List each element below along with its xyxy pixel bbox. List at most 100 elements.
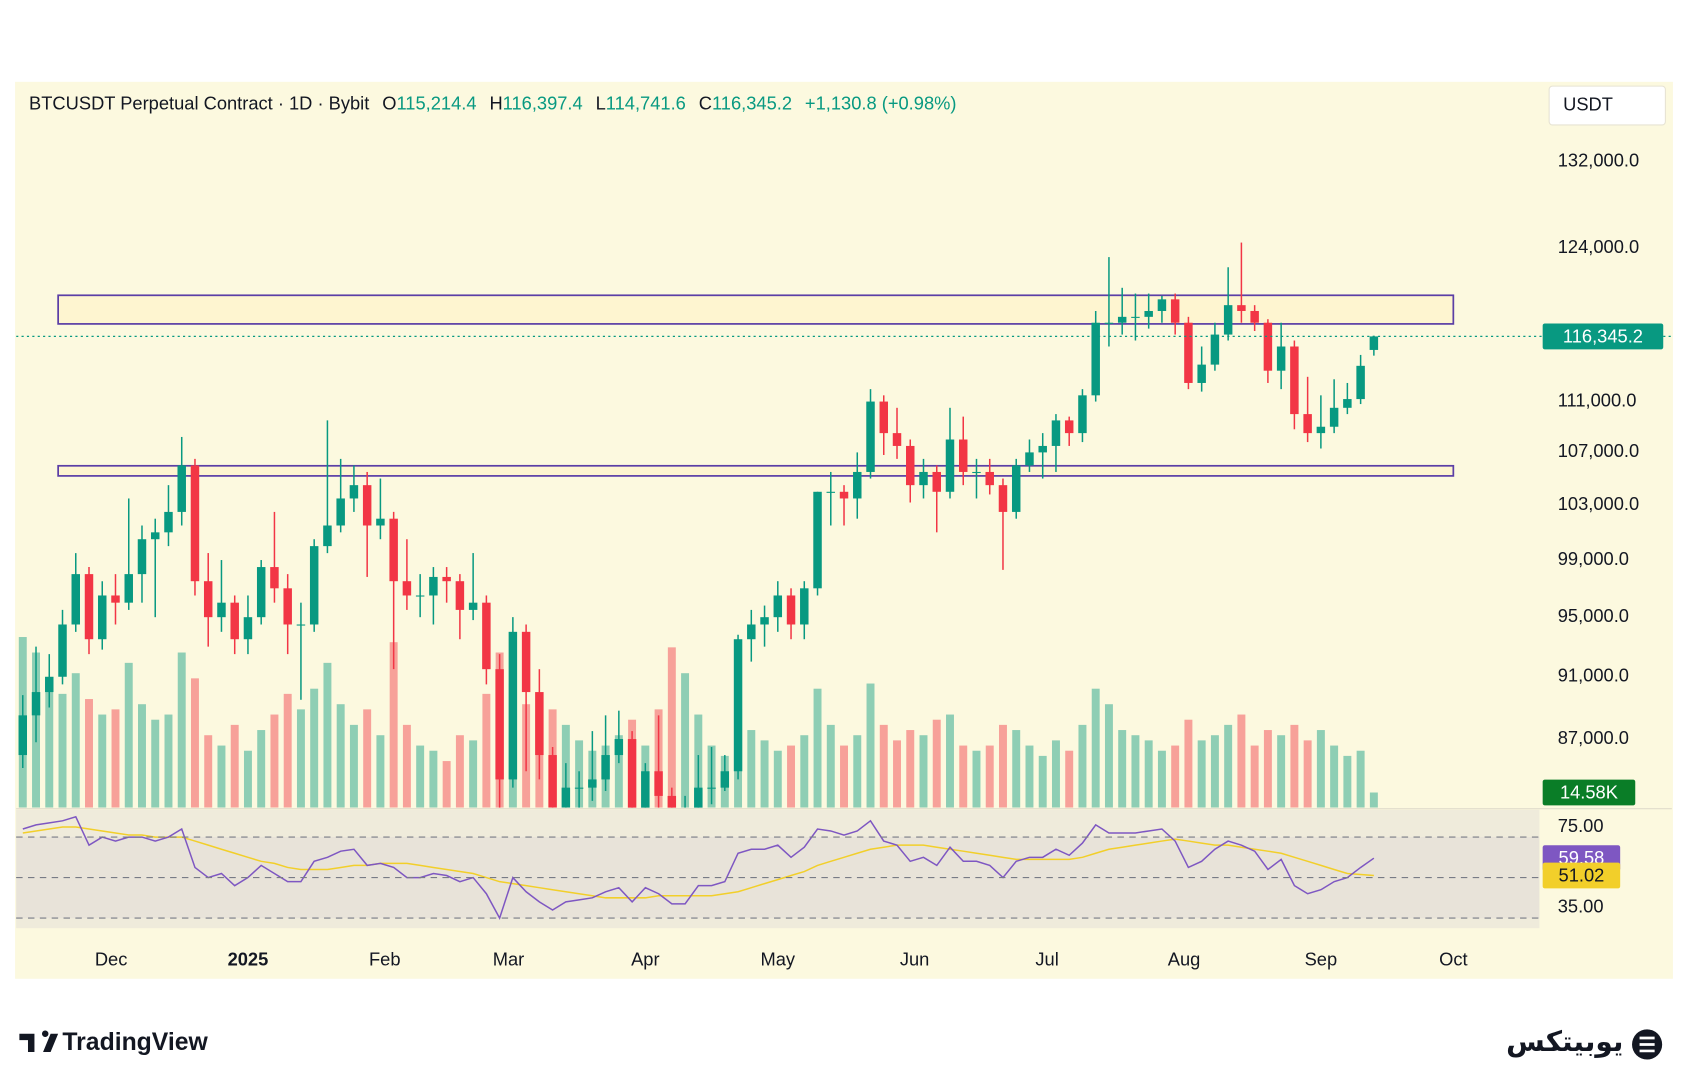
candle-body: [243, 617, 253, 640]
volume-bar: [906, 730, 915, 808]
candle-body: [561, 787, 571, 808]
volume-bar: [893, 740, 901, 808]
volume-bar: [1277, 735, 1286, 808]
candle-body: [217, 602, 226, 618]
volume-bar: [1104, 704, 1113, 808]
volume-bar: [1118, 730, 1127, 808]
rsi-ma-label: 51.02: [1559, 864, 1605, 885]
volume-bar: [1237, 714, 1246, 808]
y-tick-label: 91,000.0: [1558, 665, 1629, 686]
last-price-box: [1542, 323, 1664, 350]
legend-low: 114,741.6: [606, 92, 686, 113]
volume-bar: [270, 714, 279, 808]
volume-bar: [1051, 740, 1060, 808]
candle-body: [747, 624, 756, 640]
legend-name: BTCUSDT Perpetual Contract · 1D · Bybit: [29, 92, 369, 113]
legend: BTCUSDT Perpetual Contract · 1D · Bybit O…: [29, 92, 956, 113]
candle-body: [574, 787, 584, 789]
candle-body: [614, 739, 624, 756]
volume-bar: [1303, 740, 1312, 808]
volume-bar: [429, 750, 438, 808]
candle-body: [1210, 334, 1220, 365]
candle-body: [1038, 445, 1047, 453]
legend-close-label: C: [699, 92, 712, 113]
volume-bar: [840, 745, 848, 808]
candle-body: [1303, 414, 1312, 434]
brand-icon-lines: [1639, 1036, 1655, 1053]
rsi-ma-line: [22, 826, 1374, 899]
candle-body: [124, 574, 133, 603]
volume-bar: [999, 724, 1007, 808]
volume-bar: [243, 750, 252, 808]
volume-bar: [177, 652, 186, 808]
volume-bar: [614, 735, 623, 808]
volume-bar: [230, 724, 239, 808]
volume-bar: [1330, 745, 1339, 808]
candle-body: [1329, 407, 1339, 427]
candle-body: [1316, 426, 1326, 434]
candle-body: [98, 595, 107, 640]
candle-body: [1237, 305, 1246, 311]
candle-body: [932, 471, 941, 492]
legend-close: 116,345.2: [712, 92, 792, 113]
candle-body: [839, 491, 849, 499]
candle-body: [588, 779, 597, 788]
candle-body: [1064, 420, 1074, 434]
candle-body: [892, 433, 902, 446]
candle-body: [1025, 452, 1034, 466]
candle-body: [773, 595, 783, 618]
candle-body: [972, 471, 981, 474]
candle-body: [1356, 365, 1365, 400]
legend-high-label: H: [489, 92, 502, 113]
candle-body: [1011, 465, 1021, 512]
volume-bar: [1197, 740, 1206, 808]
x-tick-label: Feb: [369, 948, 401, 969]
candle-body: [733, 639, 743, 772]
candle-body: [853, 471, 862, 499]
candle-body: [1184, 322, 1193, 383]
candle-body: [137, 539, 147, 575]
volume-bar: [1224, 724, 1233, 808]
legend-high: 116,397.4: [503, 92, 583, 113]
candle-body: [84, 574, 94, 640]
volume-bar: [800, 735, 809, 808]
candle-body: [1091, 322, 1100, 396]
volume-bar: [455, 735, 464, 808]
candle-body: [349, 485, 359, 499]
volume-bar: [760, 740, 769, 808]
x-tick-label: Jul: [1035, 948, 1058, 969]
candle-body: [402, 581, 412, 596]
candle-body: [800, 588, 809, 625]
x-tick-label: Oct: [1439, 948, 1467, 969]
volume-bar: [124, 662, 133, 808]
candle-body: [362, 485, 372, 526]
volume-bar: [1038, 755, 1047, 808]
volume-bar: [349, 724, 358, 808]
volume-bar: [469, 740, 478, 808]
candle-body: [1276, 346, 1286, 371]
y-tick-label: 124,000.0: [1558, 236, 1639, 257]
candle-body: [296, 624, 306, 626]
candle-body: [31, 692, 41, 716]
volume-bar: [1184, 719, 1193, 808]
volume-bar: [389, 642, 398, 808]
candle-body: [521, 631, 531, 693]
candle-body: [482, 602, 491, 670]
volume-bar: [71, 673, 80, 808]
candle-body: [1369, 336, 1379, 350]
candle-body: [1263, 322, 1273, 371]
candle-body: [627, 739, 637, 808]
volume-bar: [310, 688, 319, 808]
legend-open-label: O: [382, 92, 396, 113]
axes: 132,000.0 124,000.0 111,000.0 107,000.0 103,…: [16, 149, 1672, 969]
y-tick-label: 99,000.0: [1558, 548, 1629, 569]
currency: USDT: [1563, 93, 1613, 114]
candle-body: [1117, 316, 1127, 323]
volume-bar: [482, 693, 491, 808]
volume-bar: [204, 735, 213, 808]
candle-body: [945, 439, 955, 492]
price-plot: [16, 242, 1540, 808]
volume-bar: [1263, 730, 1272, 808]
volume-bar: [826, 724, 835, 808]
candle-body: [256, 567, 266, 618]
